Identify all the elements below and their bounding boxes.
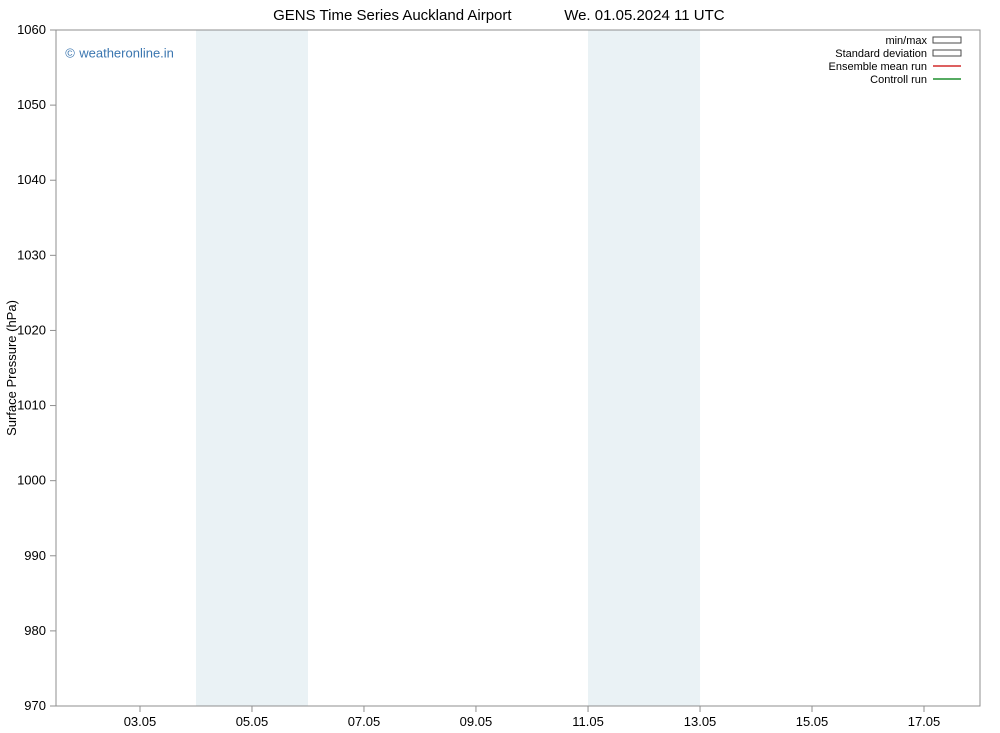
x-tick-label: 13.05 xyxy=(684,714,717,729)
y-tick-label: 990 xyxy=(24,548,46,563)
x-axis-ticks: 03.05 05.05 07.05 09.05 11.05 13.05 15.05 17.05 xyxy=(124,706,941,729)
x-tick-label: 11.05 xyxy=(572,714,604,729)
watermark: © weatheronline.in xyxy=(65,46,174,61)
legend-label: Controll run xyxy=(870,74,927,86)
y-tick-label: 1010 xyxy=(17,398,46,413)
legend-label: Standard deviation xyxy=(835,48,927,60)
y-axis-label: Surface Pressure (hPa) xyxy=(4,300,19,436)
x-tick-label: 17.05 xyxy=(908,714,941,729)
legend-label: min/max xyxy=(885,35,927,47)
x-tick-label: 15.05 xyxy=(796,714,829,729)
y-tick-label: 1060 xyxy=(17,22,46,37)
y-tick-label: 1040 xyxy=(17,172,46,187)
weekend-band xyxy=(196,30,308,706)
pressure-chart: 970 980 990 1000 1010 1020 1030 1040 1050 1060 03… xyxy=(0,0,1000,733)
chart-title-right: We. 01.05.2024 11 UTC xyxy=(564,7,725,24)
y-tick-label: 1030 xyxy=(17,247,46,262)
y-tick-label: 970 xyxy=(24,698,46,713)
y-tick-label: 980 xyxy=(24,623,46,638)
legend-label: Ensemble mean run xyxy=(829,61,927,73)
y-tick-label: 1000 xyxy=(17,473,46,488)
y-tick-label: 1050 xyxy=(17,97,46,112)
x-tick-label: 07.05 xyxy=(348,714,381,729)
svg-text:©: © xyxy=(65,46,75,61)
svg-text:weatheronline.in: weatheronline.in xyxy=(78,46,174,61)
plot-area xyxy=(56,30,980,706)
y-axis-ticks: 970 980 990 1000 1010 1020 1030 1040 1050 1060 xyxy=(17,22,56,713)
x-tick-label: 03.05 xyxy=(124,714,157,729)
x-tick-label: 05.05 xyxy=(236,714,269,729)
x-tick-label: 09.05 xyxy=(460,714,493,729)
weekend-band xyxy=(588,30,700,706)
chart-title-left: GENS Time Series Auckland Airport xyxy=(273,7,512,24)
y-tick-label: 1020 xyxy=(17,322,46,337)
